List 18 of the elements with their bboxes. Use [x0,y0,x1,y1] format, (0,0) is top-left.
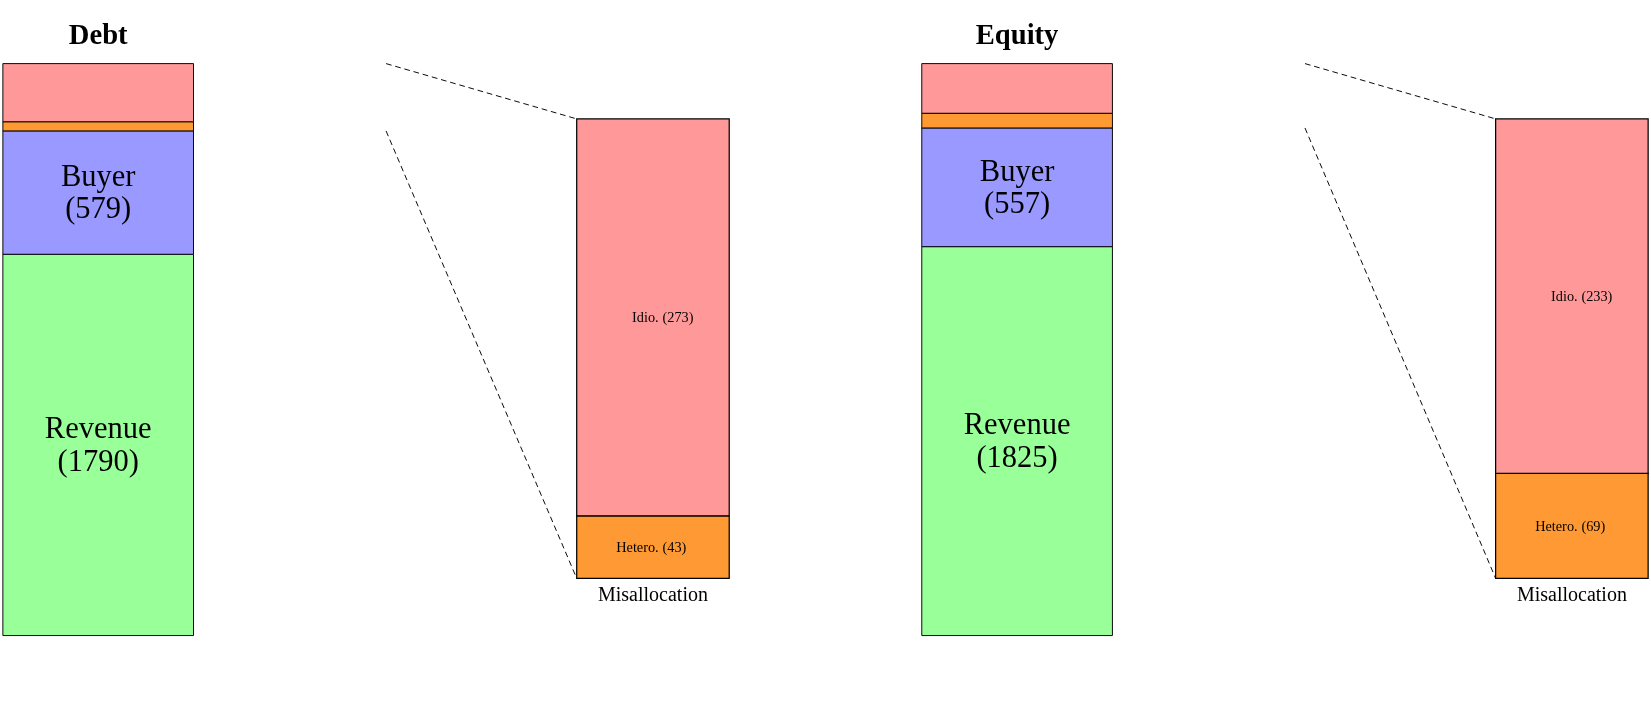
x-tick-label: Misallocation [1516,582,1627,605]
x-tick-label: Misallocation [597,582,708,605]
chart-title: Debt [68,19,129,51]
series-label: Buyer [979,153,1055,188]
data-label: (1790) [57,443,139,478]
series-label: Buyer [60,158,136,193]
data-label: (69) [1581,517,1606,535]
series-label: Hetero. [1535,517,1578,534]
series-label: Revenue [44,411,152,446]
series-label: Revenue [963,407,1071,442]
data-label: (233) [1581,287,1613,305]
data-label: (43) [662,538,687,556]
data-label: (1825) [976,439,1058,474]
series-label: Idio. [632,309,659,326]
chart-title: Equity [975,19,1060,51]
data-label: (273) [662,309,694,327]
series-label: Hetero. [616,538,659,555]
series-label: Idio. [1551,287,1578,304]
